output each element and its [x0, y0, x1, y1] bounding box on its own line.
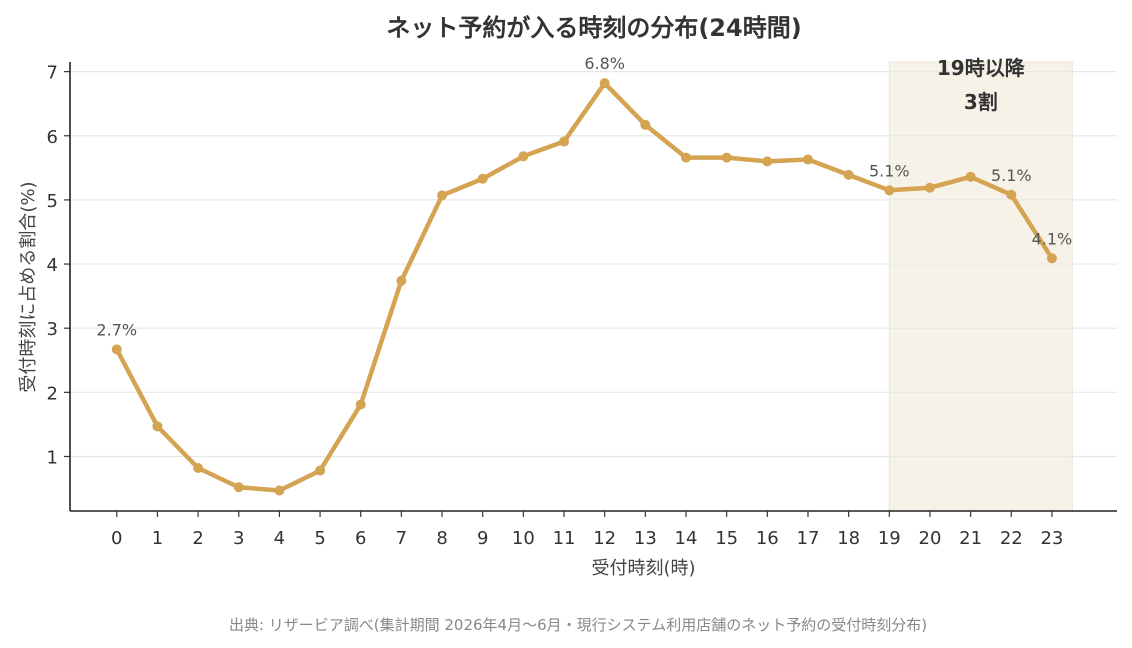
x-tick-label: 8 [436, 528, 447, 549]
data-label: 2.7% [96, 320, 137, 339]
highlight-label-line1: 19時以降 [937, 56, 1026, 80]
x-tick-label: 19 [878, 528, 901, 549]
y-tick-label: 4 [47, 255, 58, 276]
chart-title: ネット予約が入る時刻の分布(24時間) [386, 14, 801, 42]
y-tick-label: 2 [47, 383, 58, 404]
data-point [355, 399, 366, 410]
data-point [559, 136, 570, 147]
data-point [640, 119, 651, 130]
data-point [396, 275, 407, 286]
x-tick-label: 15 [715, 528, 738, 549]
x-tick-label: 11 [553, 528, 576, 549]
data-point [518, 151, 529, 162]
data-point [193, 463, 204, 474]
data-point [315, 465, 326, 476]
x-tick-label: 13 [634, 528, 657, 549]
y-tick-label: 3 [47, 319, 58, 340]
y-axis-label: 受付時刻に占める割合(%) [18, 181, 39, 392]
y-tick-label: 1 [47, 447, 58, 468]
y-tick-label: 6 [47, 127, 58, 148]
x-tick-label: 7 [396, 528, 407, 549]
series-line [114, 80, 1055, 493]
data-point [924, 182, 935, 193]
x-tick-label: 23 [1040, 528, 1063, 549]
data-point [111, 344, 122, 355]
x-tick-label: 21 [959, 528, 982, 549]
data-point [1046, 253, 1057, 264]
x-tick-label: 16 [756, 528, 779, 549]
data-point [843, 169, 854, 180]
highlight-label-line2: 3割 [964, 90, 998, 114]
x-tick-label: 9 [477, 528, 488, 549]
highlight-band [888, 61, 1073, 512]
data-point [762, 156, 773, 167]
x-tick-label: 14 [675, 528, 698, 549]
x-axis-label: 受付時刻(時) [591, 558, 695, 579]
x-tick-label: 0 [111, 528, 122, 549]
x-tick-label: 17 [797, 528, 820, 549]
x-tick-label: 20 [919, 528, 942, 549]
x-tick-label: 3 [233, 528, 244, 549]
data-point [681, 152, 692, 163]
data-point [802, 154, 813, 165]
x-tick-label: 4 [274, 528, 285, 549]
data-point [274, 485, 285, 496]
y-tick-label: 7 [47, 63, 58, 84]
data-point [233, 482, 244, 493]
data-point [1006, 189, 1017, 200]
x-tick-label: 1 [152, 528, 163, 549]
x-tick-label: 18 [837, 528, 860, 549]
y-tick-label: 5 [47, 191, 58, 212]
x-tick-label: 2 [192, 528, 203, 549]
x-tick-label: 5 [314, 528, 325, 549]
data-point [884, 185, 895, 196]
data-label: 5.1% [991, 166, 1032, 185]
x-tick-label: 10 [512, 528, 535, 549]
data-point [599, 78, 610, 89]
x-tick-label: 6 [355, 528, 366, 549]
x-tick-label: 12 [593, 528, 616, 549]
data-label: 6.8% [584, 54, 625, 73]
x-tick-label: 22 [1000, 528, 1023, 549]
data-point [477, 173, 488, 184]
source-note: 出典: リザービア調べ(集計期間 2026年4月〜6月・現行システム利用店舗のネ… [229, 616, 927, 634]
data-point [721, 152, 732, 163]
data-label: 5.1% [869, 161, 910, 180]
data-point [965, 171, 976, 182]
data-point [152, 421, 163, 432]
data-point [437, 190, 448, 201]
data-label: 4.1% [1032, 229, 1073, 248]
